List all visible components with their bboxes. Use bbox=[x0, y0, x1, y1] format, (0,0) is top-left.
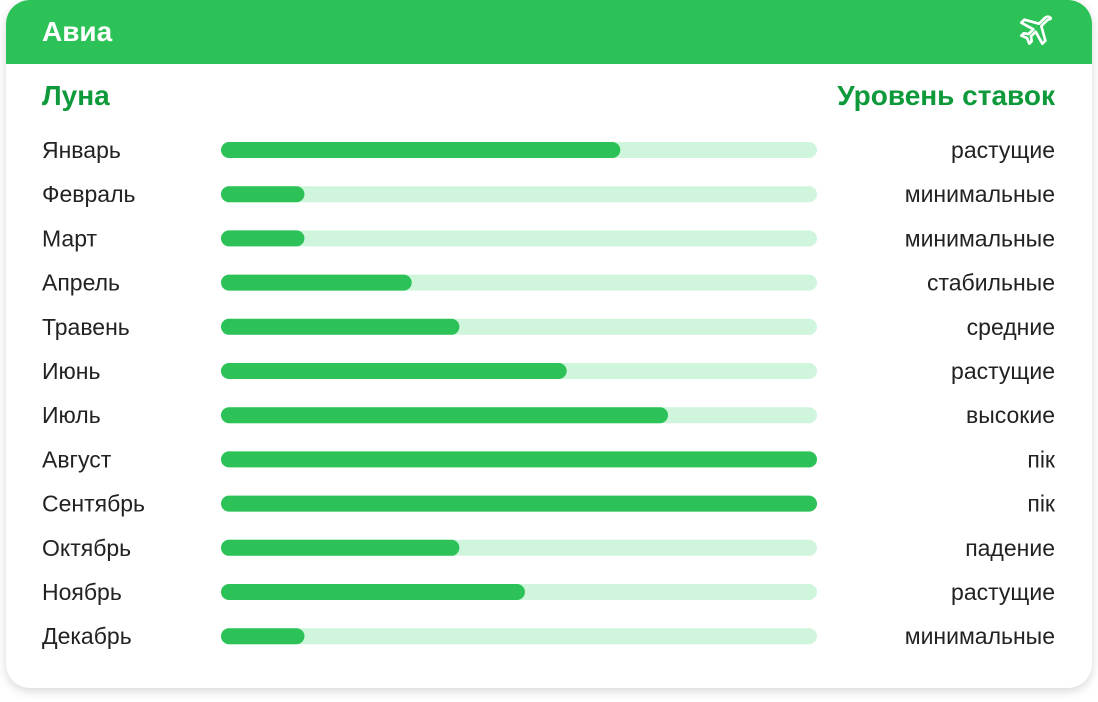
bar-fill bbox=[221, 451, 817, 468]
rate-level-label: высокие bbox=[966, 402, 1055, 428]
chart-row: Апрель стабильные bbox=[42, 270, 1055, 296]
month-label: Март bbox=[42, 225, 97, 251]
bar-fill bbox=[221, 230, 305, 247]
column-heading-rate-level: Уровень ставок bbox=[837, 80, 1055, 111]
card-header: Авиа bbox=[6, 0, 1092, 64]
rate-level-label: растущие bbox=[951, 358, 1055, 384]
month-label: Июнь bbox=[42, 358, 100, 384]
monthly-rate-chart: Январь растущие Февраль минимальные Март мини… bbox=[42, 137, 1056, 649]
rate-level-label: растущие bbox=[951, 137, 1055, 163]
month-label: Январь bbox=[42, 137, 121, 163]
bar-fill bbox=[221, 539, 460, 556]
rate-level-label: пік bbox=[1027, 446, 1056, 472]
rate-level-label: пік bbox=[1027, 491, 1056, 517]
chart-row: Март минимальные bbox=[42, 225, 1055, 251]
bar-fill bbox=[221, 274, 412, 291]
chart-row: Травень средние bbox=[42, 314, 1055, 340]
month-label: Ноябрь bbox=[42, 579, 122, 605]
rate-level-label: средние bbox=[967, 314, 1055, 340]
chart-row: Февраль минимальные bbox=[42, 181, 1055, 207]
column-heading-month: Луна bbox=[42, 80, 110, 111]
month-label: Июль bbox=[42, 402, 101, 428]
bar-fill bbox=[221, 318, 460, 335]
chart-row: Январь растущие bbox=[42, 137, 1055, 163]
chart-row: Август пік bbox=[42, 446, 1056, 472]
bar-fill bbox=[221, 363, 567, 379]
chart-row: Декабрь минимальные bbox=[42, 623, 1055, 649]
bar-track bbox=[221, 186, 817, 203]
month-label: Декабрь bbox=[42, 623, 132, 649]
month-label: Травень bbox=[42, 314, 130, 340]
chart-row: Июль высокие bbox=[42, 402, 1055, 428]
rate-level-label: падение bbox=[965, 535, 1055, 561]
month-label: Октябрь bbox=[42, 535, 131, 561]
avia-card: Авиа Луна Уровень ставок Январь растущие Ф… bbox=[6, 0, 1092, 688]
bar-fill bbox=[221, 495, 817, 512]
header-title: Авиа bbox=[42, 16, 113, 47]
month-label: Август bbox=[42, 446, 112, 472]
chart-row: Июнь растущие bbox=[42, 358, 1055, 384]
bar-fill bbox=[221, 628, 305, 645]
chart-row: Сентябрь пік bbox=[42, 491, 1056, 517]
bar-track bbox=[221, 230, 817, 247]
airplane-icon bbox=[1020, 15, 1053, 46]
chart-row: Ноябрь растущие bbox=[42, 579, 1055, 605]
rate-level-label: стабильные bbox=[927, 270, 1055, 296]
month-label: Апрель bbox=[42, 270, 120, 296]
rate-level-label: минимальные bbox=[905, 181, 1055, 207]
rate-level-label: растущие bbox=[951, 579, 1055, 605]
chart-row: Октябрь падение bbox=[42, 535, 1055, 561]
rate-level-label: минимальные bbox=[905, 225, 1055, 251]
month-label: Февраль bbox=[42, 181, 135, 207]
bar-fill bbox=[221, 142, 621, 158]
month-label: Сентябрь bbox=[42, 491, 145, 517]
bar-fill bbox=[221, 186, 305, 203]
rate-level-label: минимальные bbox=[905, 623, 1055, 649]
bar-track bbox=[221, 628, 817, 645]
bar-fill bbox=[221, 407, 668, 424]
bar-fill bbox=[221, 584, 525, 600]
